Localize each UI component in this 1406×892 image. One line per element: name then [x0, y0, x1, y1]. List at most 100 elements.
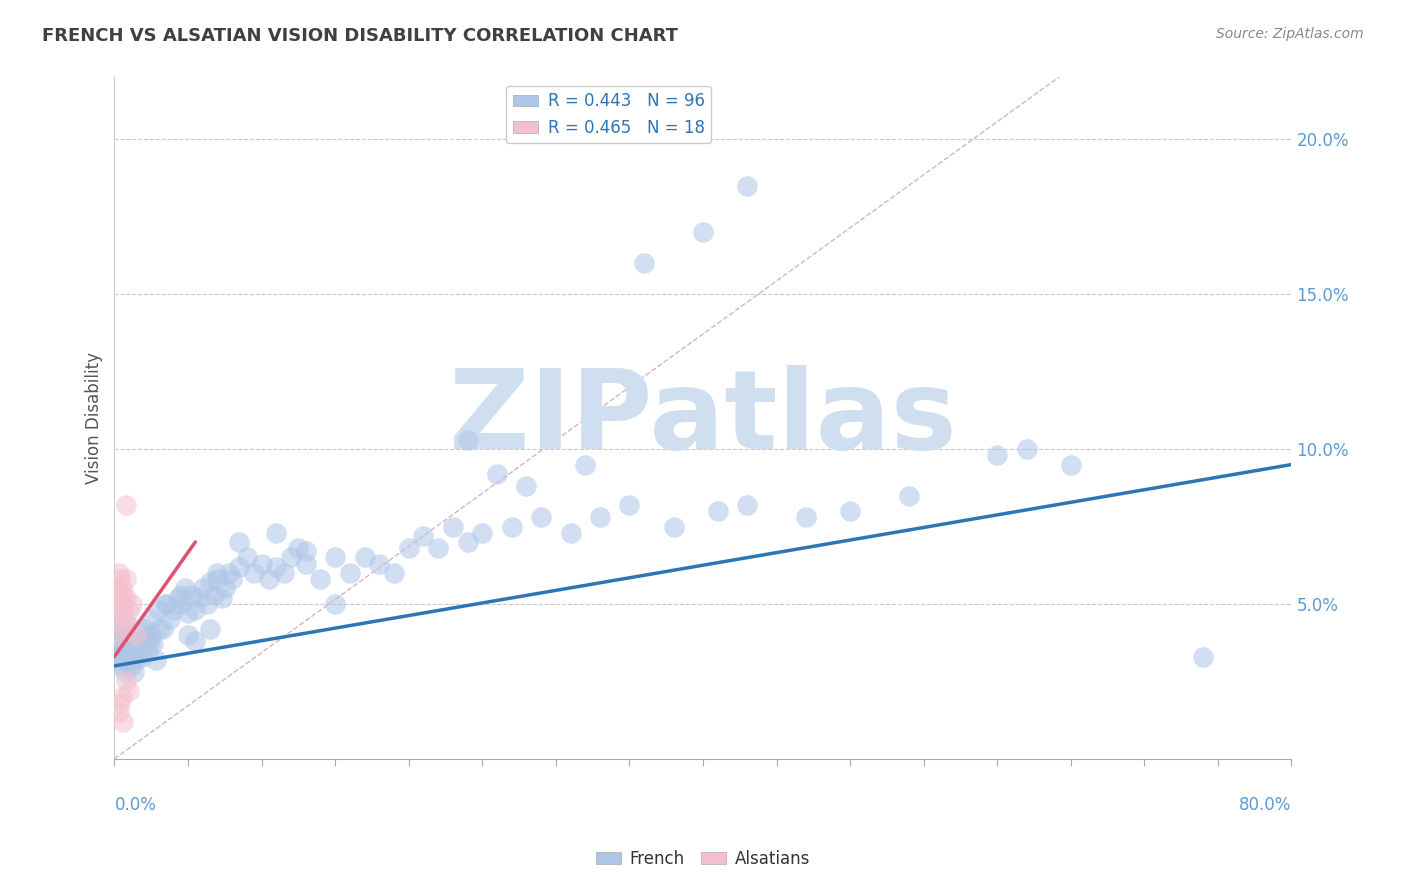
- Point: [427, 541, 450, 556]
- Point: [152, 622, 174, 636]
- Point: [530, 510, 553, 524]
- Point: [228, 535, 250, 549]
- Point: [120, 658, 142, 673]
- Point: [122, 640, 145, 655]
- Point: [294, 557, 316, 571]
- Point: [145, 653, 167, 667]
- Point: [111, 597, 134, 611]
- Point: [105, 622, 128, 636]
- Point: [121, 597, 143, 611]
- Point: [198, 575, 221, 590]
- Point: [1060, 458, 1083, 472]
- Point: [257, 572, 280, 586]
- Point: [111, 582, 134, 596]
- Point: [117, 653, 139, 667]
- Point: [108, 628, 131, 642]
- Point: [221, 572, 243, 586]
- Text: 0.0%: 0.0%: [114, 797, 156, 814]
- Point: [136, 643, 159, 657]
- Point: [155, 597, 177, 611]
- Point: [323, 597, 346, 611]
- Point: [135, 628, 157, 642]
- Point: [115, 631, 138, 645]
- Point: [121, 628, 143, 642]
- Point: [110, 634, 132, 648]
- Point: [112, 714, 135, 729]
- Point: [111, 658, 134, 673]
- Point: [188, 591, 211, 605]
- Point: [633, 256, 655, 270]
- Text: ZIPatlas: ZIPatlas: [449, 365, 957, 472]
- Point: [706, 504, 728, 518]
- Point: [110, 591, 132, 605]
- Point: [131, 649, 153, 664]
- Point: [114, 665, 136, 679]
- Point: [159, 612, 181, 626]
- Point: [218, 566, 240, 580]
- Point: [105, 603, 128, 617]
- Point: [471, 525, 494, 540]
- Point: [692, 225, 714, 239]
- Point: [117, 634, 139, 648]
- Point: [897, 489, 920, 503]
- Point: [114, 612, 136, 626]
- Point: [148, 622, 170, 636]
- Point: [122, 665, 145, 679]
- Point: [115, 591, 138, 605]
- Point: [280, 550, 302, 565]
- Point: [273, 566, 295, 580]
- Point: [501, 519, 523, 533]
- Legend: French, Alsatians: French, Alsatians: [589, 844, 817, 875]
- Point: [108, 566, 131, 580]
- Point: [589, 510, 612, 524]
- Point: [986, 448, 1008, 462]
- Point: [111, 637, 134, 651]
- Point: [125, 653, 148, 667]
- Point: [105, 582, 128, 596]
- Legend: R = 0.443   N = 96, R = 0.465   N = 18: R = 0.443 N = 96, R = 0.465 N = 18: [506, 86, 711, 144]
- Point: [118, 643, 141, 657]
- Point: [105, 643, 128, 657]
- Point: [457, 535, 479, 549]
- Point: [309, 572, 332, 586]
- Point: [110, 612, 132, 626]
- Point: [142, 637, 165, 651]
- Point: [368, 557, 391, 571]
- Text: Source: ZipAtlas.com: Source: ZipAtlas.com: [1216, 27, 1364, 41]
- Point: [184, 634, 207, 648]
- Point: [619, 498, 641, 512]
- Point: [117, 622, 139, 636]
- Point: [112, 649, 135, 664]
- Point: [839, 504, 862, 518]
- Point: [155, 597, 177, 611]
- Point: [191, 582, 214, 596]
- Point: [515, 479, 537, 493]
- Point: [485, 467, 508, 481]
- Point: [125, 634, 148, 648]
- Point: [195, 597, 218, 611]
- Point: [207, 566, 229, 580]
- Point: [118, 618, 141, 632]
- Point: [1192, 649, 1215, 664]
- Point: [110, 696, 132, 710]
- Point: [287, 541, 309, 556]
- Point: [124, 647, 146, 661]
- Point: [214, 582, 236, 596]
- Point: [108, 612, 131, 626]
- Point: [1015, 442, 1038, 456]
- Point: [211, 591, 233, 605]
- Point: [294, 544, 316, 558]
- Point: [129, 634, 152, 648]
- Point: [166, 591, 188, 605]
- Point: [264, 525, 287, 540]
- Point: [104, 634, 127, 648]
- Text: FRENCH VS ALSATIAN VISION DISABILITY CORRELATION CHART: FRENCH VS ALSATIAN VISION DISABILITY COR…: [42, 27, 678, 45]
- Point: [128, 643, 150, 657]
- Point: [115, 647, 138, 661]
- Point: [236, 550, 259, 565]
- Point: [574, 458, 596, 472]
- Point: [457, 433, 479, 447]
- Point: [174, 582, 197, 596]
- Point: [398, 541, 420, 556]
- Y-axis label: Vision Disability: Vision Disability: [86, 352, 103, 484]
